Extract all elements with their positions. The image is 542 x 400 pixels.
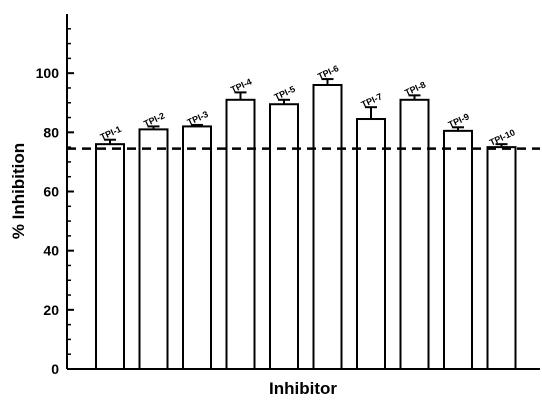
bar-tpi-10 [486, 146, 517, 370]
x-axis-title: Inhibitor [269, 379, 337, 398]
y-tick-label: 20 [43, 302, 59, 318]
bar-tpi-1 [95, 143, 125, 370]
bar-tpi-6 [312, 84, 343, 370]
bar-tpi-3 [182, 125, 212, 370]
y-tick-label: 100 [36, 65, 60, 81]
y-tick-label: 40 [43, 243, 59, 259]
bar-tpi-9 [443, 129, 473, 370]
y-tick-label: 60 [43, 184, 59, 200]
y-tick-label: 0 [51, 361, 59, 377]
y-tick-label: 80 [43, 124, 59, 140]
y-axis-title: % Inhibition [9, 143, 28, 239]
bar-tpi-4 [225, 98, 256, 371]
bar-tpi-7 [356, 118, 386, 371]
bar-tpi-2 [138, 128, 169, 370]
bar-tpi-5 [269, 103, 299, 371]
bar-tpi-8 [399, 98, 430, 371]
